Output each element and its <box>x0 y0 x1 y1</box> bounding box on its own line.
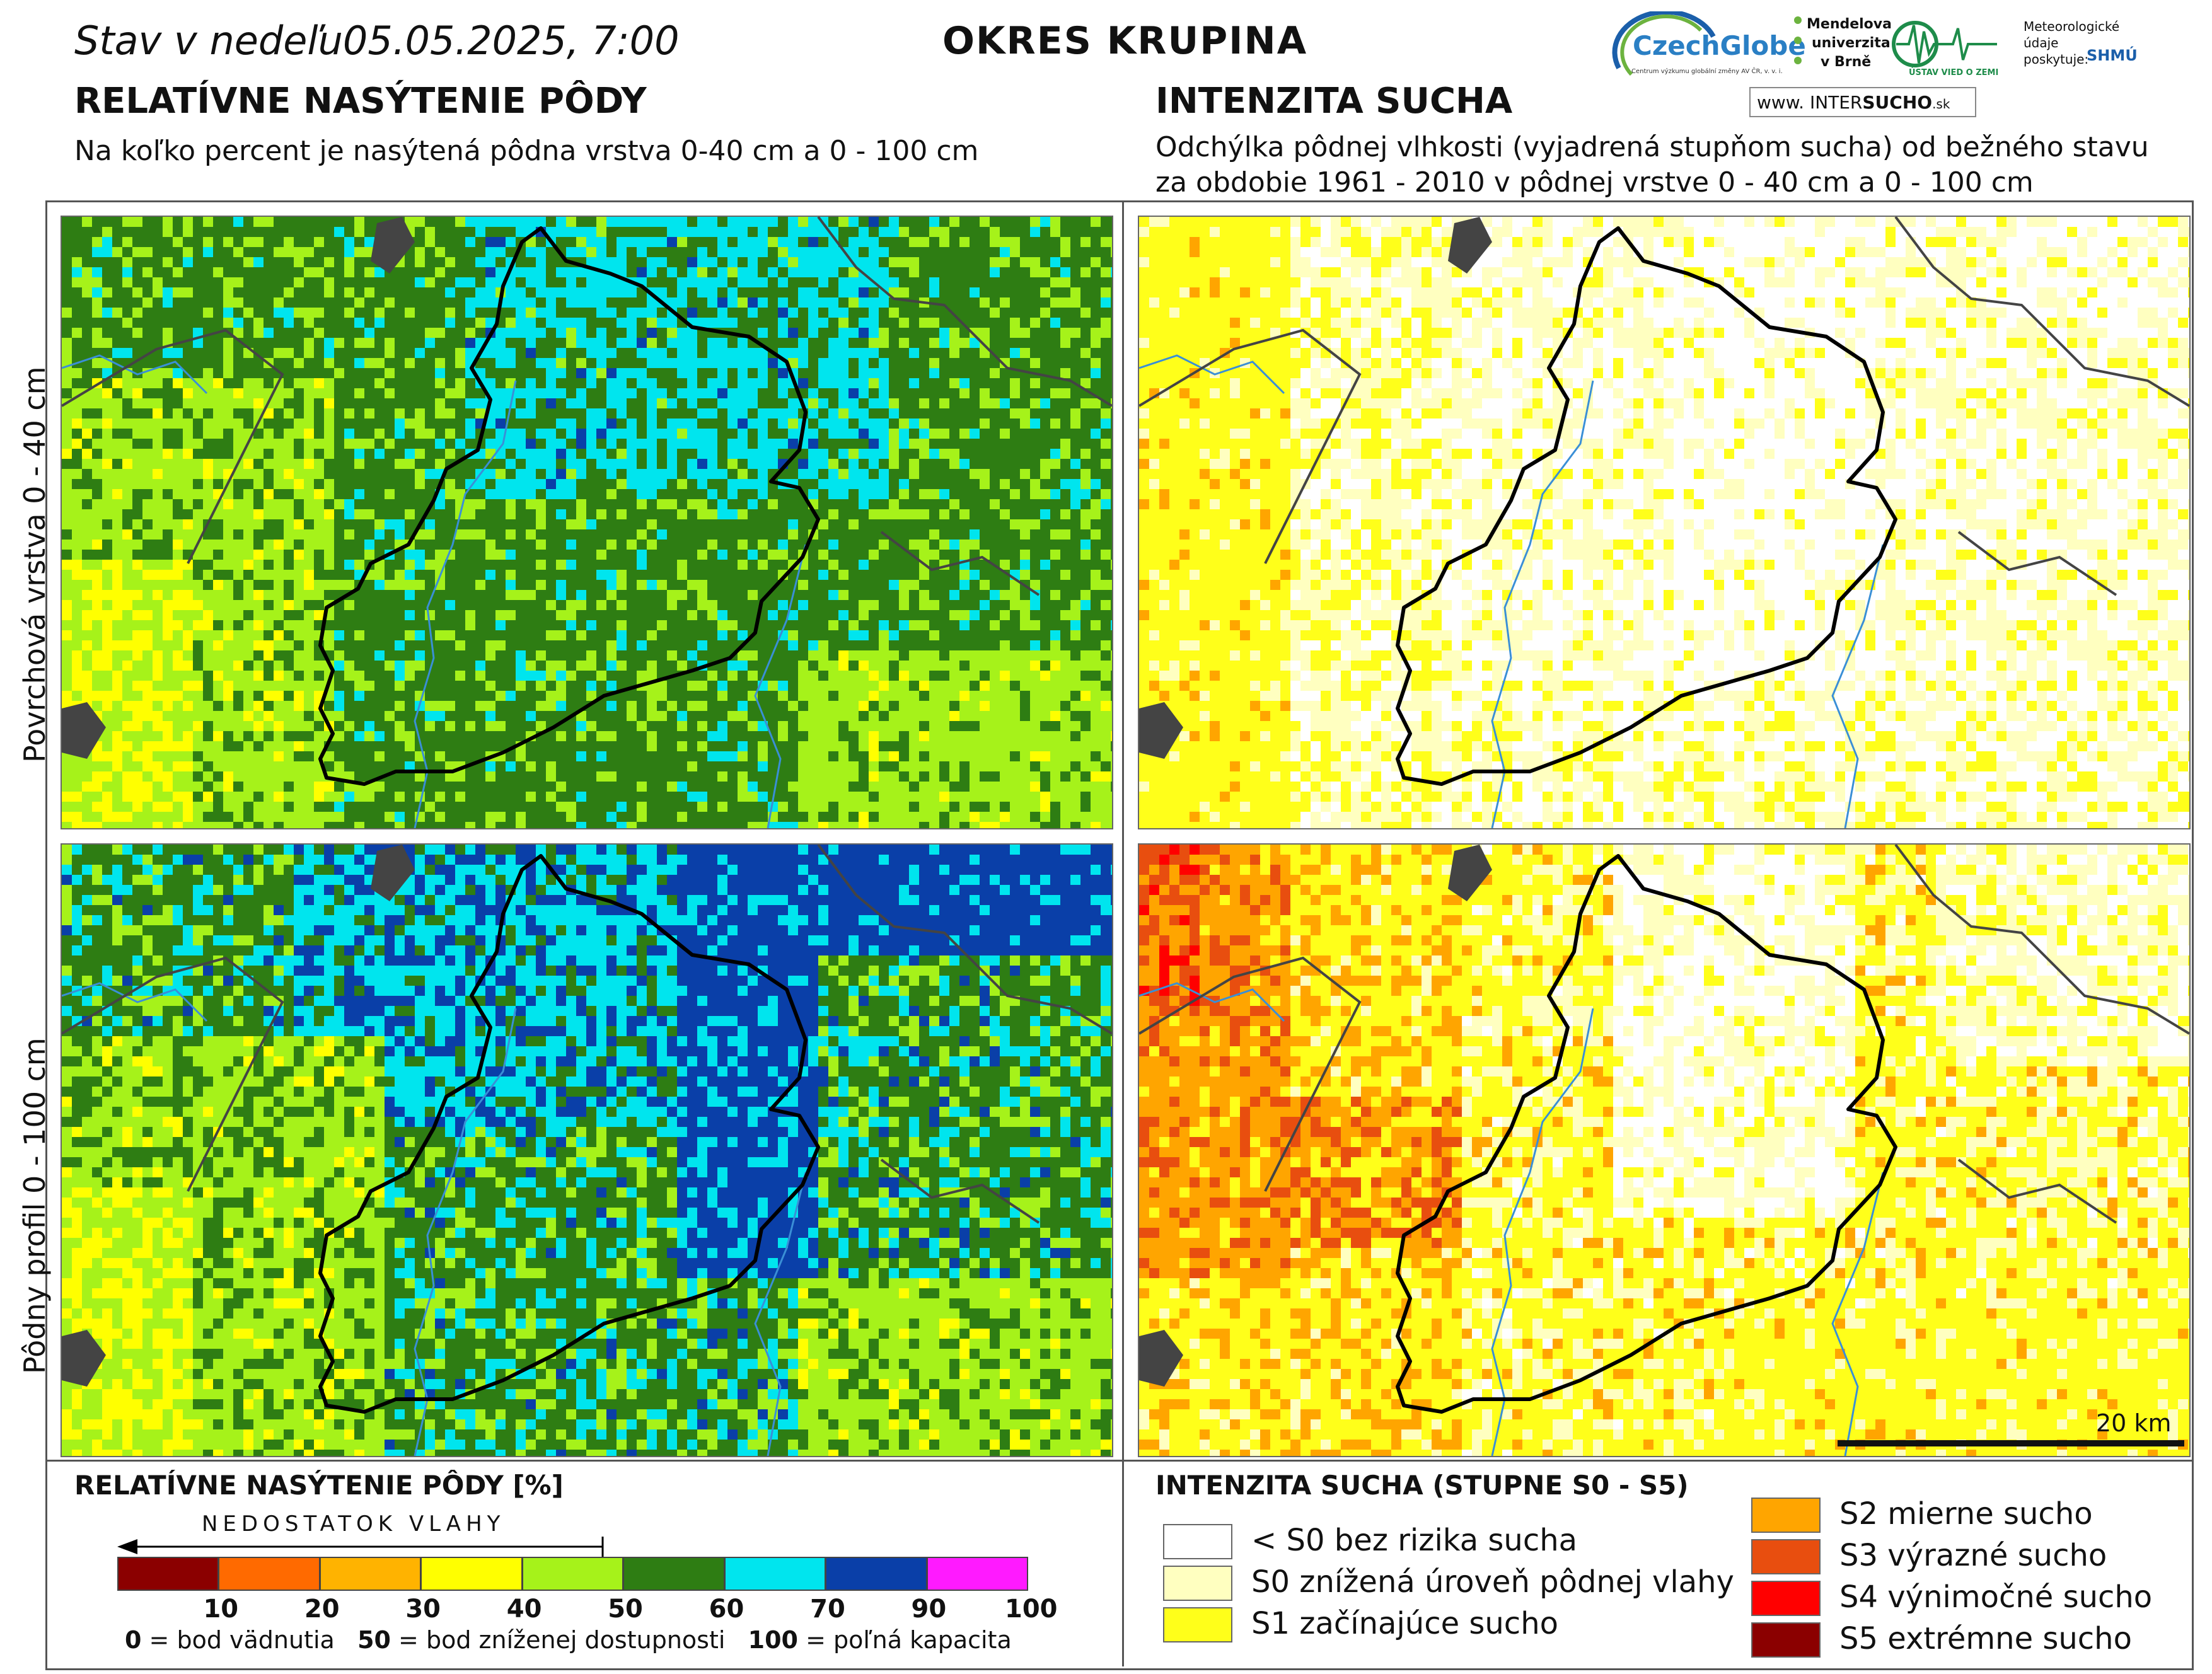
map-drought-profile <box>1138 843 2191 1457</box>
date-value: 05.05.2025, 7:00 <box>343 18 680 64</box>
saturation-colorbar <box>117 1557 1028 1593</box>
legend-divider <box>45 1460 2192 1462</box>
colorbar-tick-label: 30 <box>405 1595 441 1624</box>
drought-legend-swatch <box>1163 1524 1232 1559</box>
scale-bar <box>1838 1440 2184 1446</box>
mendel-text-1: Mendelova <box>1807 16 1892 32</box>
mendel-text-3: v Brně <box>1821 54 1871 70</box>
note-100-text: = poľná kapacita <box>798 1626 1012 1654</box>
mendel-text-2: univerzita <box>1812 35 1891 51</box>
colorbar-swatch <box>319 1557 422 1591</box>
drought-subtitle-2: za obdobie 1961 - 2010 v pôdnej vrstve 0… <box>1155 165 2034 200</box>
drought-title: INTENZITA SUCHA <box>1155 81 1512 122</box>
drought-legend-label: < S0 bez rizika sucha <box>1251 1523 1577 1558</box>
saturation-legend-note: 0 = bod vädnutia 50 = bod zníženej dostu… <box>125 1626 1012 1654</box>
colorbar-tick-label: 50 <box>608 1595 643 1624</box>
saturation-legend-title: RELATÍVNE NASÝTENIE PÔDY [%] <box>74 1470 564 1501</box>
note-50-num: 50 <box>357 1626 391 1654</box>
drought-legend-title: INTENZITA SUCHA (STUPNE S0 - S5) <box>1155 1470 1689 1501</box>
drought-subtitle-1: Odchýlka pôdnej vlhkosti (vyjadrená stup… <box>1155 130 2149 165</box>
drought-legend-label: S5 extrémne sucho <box>1839 1621 2132 1656</box>
colorbar-tick-label: 90 <box>912 1595 947 1624</box>
drought-legend-swatch <box>1751 1498 1821 1533</box>
drought-legend-label: S3 výrazné sucho <box>1839 1538 2107 1573</box>
www-sucho: SUCHO <box>1862 92 1932 113</box>
center-divider <box>1122 200 1124 1666</box>
row-label-top: Povrchová vrstva 0 - 40 cm <box>18 366 52 763</box>
intersucho-link[interactable]: www. INTERSUCHO.sk <box>1749 87 1976 117</box>
shmu-logo: SHMÚ <box>2087 47 2138 64</box>
district-title: OKRES KRUPINA <box>942 19 1307 63</box>
czechglobe-text: CzechGlobe <box>1633 30 1806 61</box>
saturation-ticks: 10 20 30 40 50 60 70 90 100 <box>117 1595 1057 1625</box>
mendel-logo: Mendelova univerzita v Brně <box>1789 14 1892 89</box>
note-100-num: 100 <box>748 1626 798 1654</box>
colorbar-tick-label: 70 <box>810 1595 845 1624</box>
drought-legend-swatch <box>1163 1566 1232 1601</box>
map-saturation-topsoil <box>61 216 1113 829</box>
colorbar-swatch <box>117 1557 219 1591</box>
intersucho-text: www. INTERSUCHO.sk <box>1757 92 1950 113</box>
map-saturation-profile <box>61 843 1113 1457</box>
meteo-text-1: Meteorologické <box>2024 19 2119 34</box>
meteo-text-3: poskytuje: <box>2024 52 2088 67</box>
colorbar-swatch <box>218 1557 320 1591</box>
colorbar-swatch <box>825 1557 927 1591</box>
drought-legend-swatch <box>1751 1622 1821 1658</box>
colorbar-tick-label: 100 <box>1005 1595 1058 1624</box>
row-label-bottom: Pôdny profil 0 - 100 cm <box>18 1037 52 1374</box>
www-suffix: .sk <box>1932 96 1950 112</box>
colorbar-swatch <box>926 1557 1028 1591</box>
colorbar-swatch <box>623 1557 725 1591</box>
colorbar-swatch <box>420 1557 523 1591</box>
colorbar-swatch <box>724 1557 826 1591</box>
www-prefix: www. <box>1757 92 1804 113</box>
shortage-label: NEDOSTATOK VLAHY <box>202 1511 505 1537</box>
drought-legend-swatch <box>1751 1539 1821 1574</box>
scale-bar-label: 20 km <box>2096 1409 2171 1437</box>
czechglobe-subtext: Centrum výzkumu globální změny AV ČR, v.… <box>1631 68 1783 75</box>
uvz-text: ÚSTAV VIED O ZEMI <box>1909 68 1998 78</box>
meteo-text-2: údaje <box>2024 35 2059 50</box>
meteo-provider: Meteorologické údaje poskytuje: SHMÚ <box>2024 19 2138 88</box>
date-header: Stav v nedeľu05.05.2025, 7:00 <box>74 18 680 64</box>
drought-legend-label: S0 znížená úroveň pôdnej vlahy <box>1251 1564 1734 1600</box>
colorbar-tick-label: 60 <box>709 1595 744 1624</box>
drought-legend-swatch <box>1751 1581 1821 1616</box>
date-prefix: Stav v nedeľu <box>74 18 343 64</box>
colorbar-tick-label: 20 <box>304 1595 340 1624</box>
uvz-logo: ÚSTAV VIED O ZEMI <box>1890 19 2003 82</box>
raster-cells <box>62 845 1112 1456</box>
drought-legend-label: S2 mierne sucho <box>1839 1496 2093 1532</box>
saturation-subtitle: Na koľko percent je nasýtená pôdna vrstv… <box>74 134 978 169</box>
raster-cells <box>1139 845 2189 1456</box>
www-inter: INTER <box>1810 92 1862 113</box>
note-50-text: = bod zníženej dostupnosti <box>391 1626 725 1654</box>
shortage-arrow <box>117 1537 604 1557</box>
note-0-num: 0 <box>125 1626 141 1654</box>
note-0-text: = bod vädnutia <box>141 1626 335 1654</box>
czechglobe-logo: CzechGlobe Centrum výzkumu globální změn… <box>1606 9 1806 93</box>
raster-cells <box>62 217 1112 828</box>
colorbar-swatch <box>521 1557 624 1591</box>
colorbar-tick-label: 40 <box>507 1595 542 1624</box>
colorbar-tick-label: 10 <box>203 1595 238 1624</box>
saturation-title: RELATÍVNE NASÝTENIE PÔDY <box>74 81 647 122</box>
drought-legend-swatch <box>1163 1607 1232 1642</box>
drought-legend-label: S1 začínajúce sucho <box>1251 1606 1558 1641</box>
drought-legend-label: S4 výnimočné sucho <box>1839 1579 2152 1615</box>
map-drought-topsoil <box>1138 216 2191 829</box>
raster-cells <box>1139 217 2189 828</box>
